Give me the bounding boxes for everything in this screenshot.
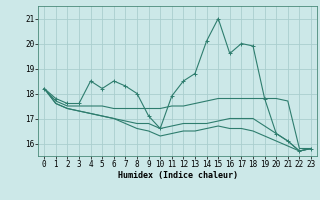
X-axis label: Humidex (Indice chaleur): Humidex (Indice chaleur): [118, 171, 238, 180]
